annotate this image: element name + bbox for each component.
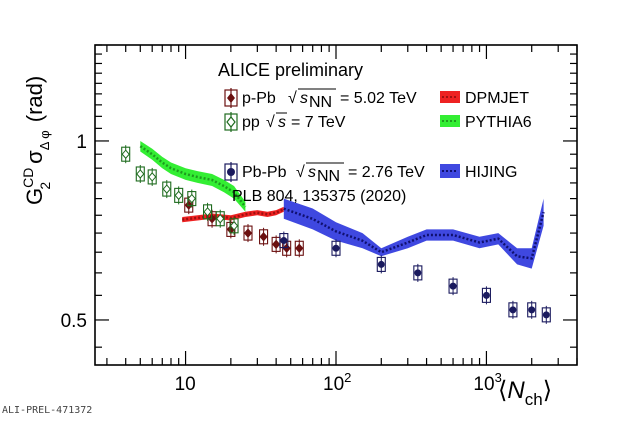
legend-sub-pbpb: NN (317, 168, 340, 185)
data-point-pp (147, 167, 157, 186)
y-axis-label-sigma-sub: Δ φ (37, 130, 52, 150)
data-points (121, 145, 551, 324)
legend-label-pp: pp (242, 114, 260, 131)
y-axis-label-main: G (22, 188, 47, 205)
x-tick-label: 10 (175, 374, 196, 395)
legend-s-ppb: s (300, 90, 308, 107)
model-line-dpmjet (182, 208, 285, 221)
legend-entry-ppb: p-Pb √ s NN = 5.02 TeV (224, 88, 417, 111)
x-axis-label-close: ⟩ (543, 377, 552, 404)
data-point-pbpb (527, 300, 537, 319)
legend-label-pythia6: PYTHIA6 (465, 114, 532, 131)
legend-s-pbpb: s (308, 164, 316, 181)
legend-sqrt-pbpb: √ (296, 164, 305, 181)
legend-entry-pythia6: PYTHIA6 (440, 114, 532, 131)
data-point-pp (229, 216, 239, 235)
data-point-pp (162, 180, 172, 199)
legend-label-pbpb: Pb-Pb (242, 164, 287, 181)
data-point-pbpb (481, 286, 491, 305)
legend-sub-ppb: NN (309, 94, 332, 111)
data-point-pp (135, 164, 145, 183)
legend-entry-pbpb: Pb-Pb √ s NN = 2.76 TeV (224, 162, 425, 185)
data-point-pp (187, 189, 197, 208)
data-point-pbpb (413, 263, 423, 282)
y-axis-label-sub: 2 (37, 182, 53, 190)
data-point-pbpb (279, 231, 289, 250)
legend-marker-ppb (227, 93, 235, 103)
legend-label-dpmjet: DPMJET (465, 90, 529, 107)
data-point-ppb (243, 224, 253, 243)
legend-s-pp: s (278, 114, 286, 131)
data-point-pbpb (448, 277, 458, 296)
legend-entry-dpmjet: DPMJET (440, 90, 529, 107)
x-axis-label: ⟨Nch⟩ (498, 377, 552, 409)
legend-marker-pp (226, 116, 236, 128)
y-axis-label-sigma: σ (22, 150, 47, 164)
legend-sqrt-ppb: √ (288, 90, 297, 107)
x-tick-label: 102 (323, 370, 351, 395)
legend-sqrt-pp: √ (266, 114, 275, 131)
legend-entry-hijing: HIJING (440, 164, 517, 181)
y-axis-label: GCD2 σΔ φ (rad) (20, 76, 53, 205)
data-point-pbpb (508, 300, 518, 319)
footer-label: ALI-PREL-471372 (2, 405, 92, 416)
x-tick-label-exponent: 3 (495, 370, 502, 385)
model-band-dpmjet (182, 206, 284, 223)
legend-energy-pp: = 7 TeV (291, 114, 346, 131)
reference-text: PLB 804, 135375 (2020) (232, 188, 406, 205)
x-tick-label-exponent: 2 (344, 370, 351, 385)
chart-title: ALICE preliminary (218, 60, 363, 80)
legend-marker-pbpb (227, 168, 235, 176)
data-point-ppb (259, 227, 269, 246)
legend-energy-ppb: = 5.02 TeV (340, 90, 417, 107)
legend-energy-pbpb: = 2.76 TeV (348, 164, 425, 181)
data-point-pp (174, 186, 184, 205)
legend-label-hijing: HIJING (465, 164, 517, 181)
y-tick-label: 0.5 (61, 311, 87, 332)
x-axis: 10 102 103 (106, 45, 578, 395)
y-axis-label-unit: (rad) (22, 76, 47, 122)
y-tick-label: 1 (76, 132, 87, 153)
y-axis-label-sup: CD (20, 168, 36, 188)
model-line-pythia6 (139, 145, 247, 208)
x-axis-label-sub: ch (525, 390, 543, 409)
data-point-pp (215, 209, 225, 228)
x-axis-label-main: N (507, 377, 525, 404)
x-axis-label-open: ⟨ (498, 377, 507, 404)
data-point-ppb (294, 239, 304, 258)
data-point-ppb (271, 235, 281, 254)
model-band-hijing (283, 198, 544, 269)
y-axis: 0.51 (61, 44, 577, 348)
data-point-pbpb (331, 239, 341, 258)
data-point-pbpb (541, 305, 551, 324)
data-point-pp (203, 202, 213, 221)
legend-entry-pp: pp √ s = 7 TeV (224, 112, 346, 132)
data-point-pbpb (376, 255, 386, 274)
model-line-hijing (283, 207, 545, 260)
data-point-pp (121, 145, 131, 164)
legend-label-ppb: p-Pb (242, 90, 276, 107)
